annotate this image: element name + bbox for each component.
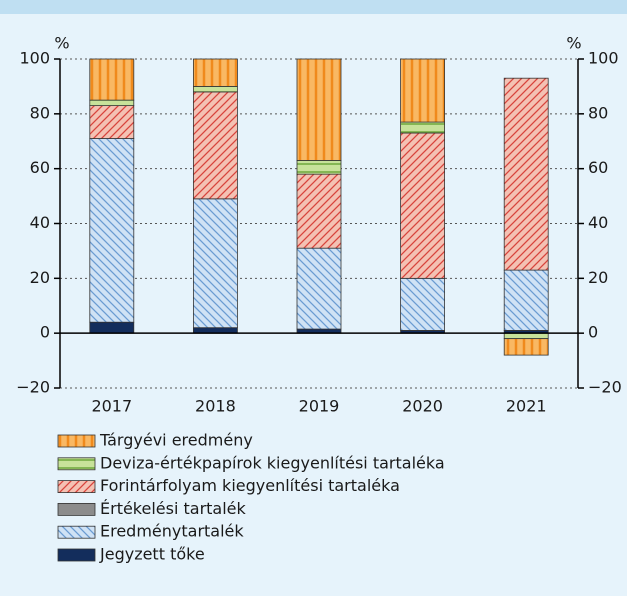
y-unit-right: % — [566, 34, 581, 53]
bar-segment — [503, 332, 549, 340]
legend-label: Forintárfolyam kiegyenlítési tartaléka — [100, 476, 400, 495]
bar-segment — [400, 132, 446, 279]
y-tick-label-right: 100 — [588, 49, 619, 68]
bar-segment — [192, 58, 238, 87]
legend-swatch — [57, 434, 96, 448]
bar-segment — [400, 277, 446, 331]
legend-swatch — [57, 525, 96, 539]
x-tick-label: 2020 — [402, 397, 443, 416]
legend-swatch — [57, 457, 96, 471]
bar-segment — [400, 58, 446, 123]
bar-segment — [296, 160, 342, 175]
y-tick-label-left: 20 — [30, 268, 50, 287]
bar-segment — [400, 121, 446, 134]
bar-segment — [89, 58, 135, 101]
bar-segment — [296, 58, 342, 161]
legend-swatch — [57, 548, 96, 562]
y-tick-label-right: 40 — [588, 213, 608, 232]
y-tick-label-left: 80 — [30, 103, 50, 122]
bar-segment — [192, 86, 238, 93]
y-unit-left: % — [54, 34, 69, 53]
y-tick-label-left: 40 — [30, 213, 50, 232]
legend-swatch — [57, 480, 96, 494]
bar-segment — [503, 77, 549, 271]
y-tick-label-right: 20 — [588, 268, 608, 287]
y-tick-label-right: −20 — [588, 378, 622, 397]
y-tick-label-left: 60 — [30, 158, 50, 177]
x-tick-label: 2019 — [299, 397, 340, 416]
x-tick-label: 2018 — [195, 397, 236, 416]
y-tick-label-right: 80 — [588, 103, 608, 122]
bar-segment — [192, 327, 238, 334]
legend-label: Jegyzett tőke — [99, 545, 205, 564]
bar-segment — [503, 269, 549, 331]
bar-segment — [89, 105, 135, 139]
y-tick-label-left: −20 — [16, 378, 50, 397]
bar-segment — [192, 198, 238, 329]
legend-label: Eredménytartalék — [100, 522, 244, 541]
bar-segment — [89, 138, 135, 323]
bar-segment — [296, 173, 342, 249]
legend-swatch — [57, 502, 96, 516]
bar-segment — [296, 247, 342, 330]
bar-segment — [192, 91, 238, 200]
legend-label: Értékelési tartalék — [100, 499, 247, 518]
x-tick-label: 2021 — [506, 397, 547, 416]
bar-segment — [503, 338, 549, 356]
legend-label: Tárgyévi eredmény — [99, 431, 253, 450]
y-tick-label-left: 0 — [40, 323, 50, 342]
bar-segment — [89, 321, 135, 334]
x-tick-label: 2017 — [91, 397, 132, 416]
header-band — [0, 0, 627, 14]
y-tick-label-right: 0 — [588, 323, 598, 342]
legend-label: Deviza-értékpapírok kiegyenlítési tartal… — [100, 453, 445, 472]
y-tick-label-left: 100 — [19, 49, 50, 68]
y-tick-label-right: 60 — [588, 158, 608, 177]
bar-segment — [89, 99, 135, 107]
